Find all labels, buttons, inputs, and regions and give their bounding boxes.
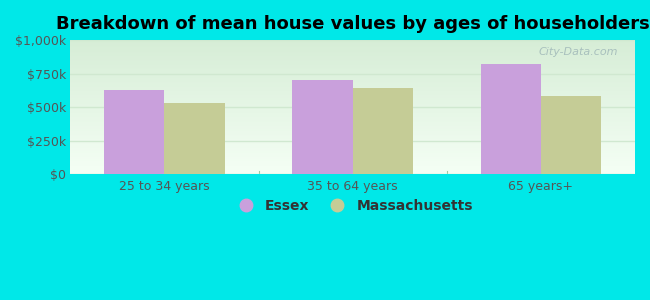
Legend: Essex, Massachusetts: Essex, Massachusetts bbox=[226, 193, 479, 218]
Bar bbox=[541, 96, 601, 174]
Bar bbox=[353, 88, 413, 174]
Bar bbox=[480, 64, 541, 174]
Bar bbox=[292, 80, 353, 174]
Text: City-Data.com: City-Data.com bbox=[539, 47, 618, 57]
Bar bbox=[164, 103, 225, 174]
Title: Breakdown of mean house values by ages of householders: Breakdown of mean house values by ages o… bbox=[56, 15, 649, 33]
Bar bbox=[104, 90, 164, 174]
